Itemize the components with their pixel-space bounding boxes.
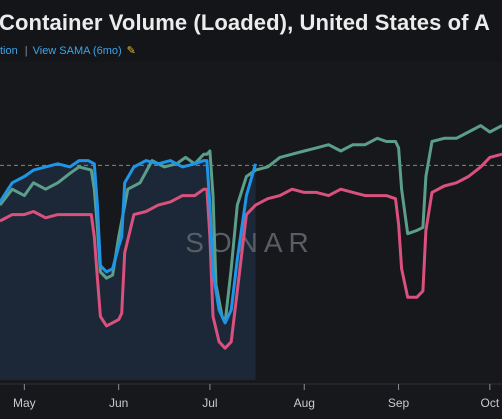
series-pink-line: [0, 152, 502, 350]
x-tick-label: Oct: [480, 396, 499, 410]
x-tick-label: Sep: [388, 396, 410, 410]
chart-icon[interactable]: ✎: [126, 45, 136, 57]
line-chart: SONAR May Jun Jul Aug Sep Oct: [0, 124, 502, 410]
view-sama-link[interactable]: View SAMA (6mo): [32, 45, 122, 57]
header-links: tion | View SAMA (6mo) ✎: [0, 44, 136, 57]
x-tick-label: Jun: [109, 396, 128, 410]
series-blue-line: [0, 159, 258, 325]
x-tick-label: Jul: [202, 396, 217, 410]
x-axis: May Jun Jul Aug Sep Oct: [0, 383, 502, 410]
title-bar: Container Volume (Loaded), United States…: [0, 0, 502, 62]
chart-title: Container Volume (Loaded), United States…: [0, 10, 490, 35]
cut-off-link[interactable]: tion: [0, 45, 18, 57]
x-tick-label: May: [13, 396, 36, 410]
link-separator: |: [24, 45, 28, 57]
sonar-watermark: SONAR: [185, 227, 315, 258]
x-tick-label: Aug: [294, 396, 315, 410]
series-green-line: [0, 124, 502, 325]
